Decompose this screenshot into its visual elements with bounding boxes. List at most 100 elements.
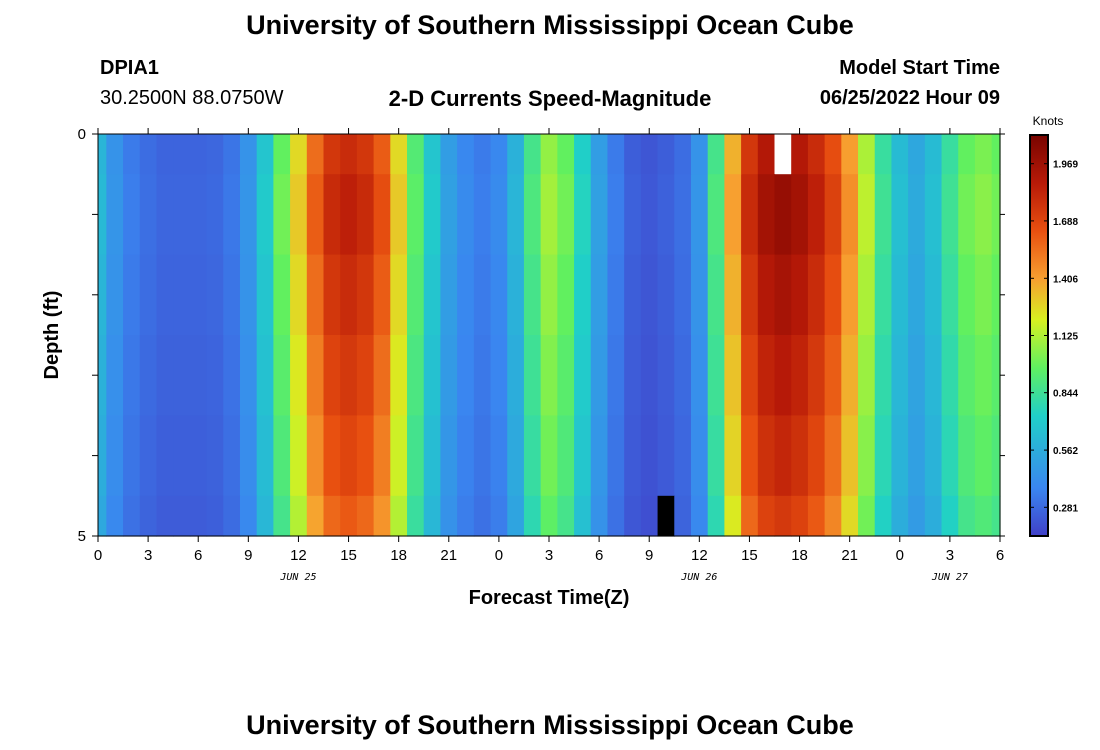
heatmap-cell [707,254,725,336]
heatmap-cell [457,495,475,537]
x-tick-label: 21 [841,547,858,564]
heatmap-cell [239,335,258,416]
heatmap-cell [323,335,341,416]
heatmap-cell [390,134,408,175]
heatmap-cell [707,134,725,175]
heatmap-cell [590,134,609,175]
heatmap-cell [774,174,792,256]
heatmap-cell [189,174,208,256]
heatmap-cell [239,174,258,256]
x-tick-label: 0 [94,547,102,564]
heatmap-cell [757,254,776,336]
heatmap-cell [724,254,742,336]
heatmap-cell [290,495,308,537]
heatmap-cell [123,415,141,497]
heatmap-cell [924,415,943,497]
heatmap-cell [290,415,308,497]
station-id: DPIA1 [100,57,159,79]
heatmap-cell [98,174,107,256]
heatmap-cell [356,335,375,416]
heatmap-cell [657,254,675,336]
heatmap-cell [239,254,258,336]
heatmap-cell [356,495,375,537]
heatmap-cell [991,134,1001,175]
heatmap-cell [807,415,826,497]
x-tick-label: 15 [741,547,758,564]
heatmap-cell [323,174,341,256]
heatmap-cell [924,134,943,175]
heatmap-cell [423,134,442,175]
heatmap-cell [106,134,124,175]
heatmap-cell [690,415,709,497]
heatmap-cell [807,335,826,416]
heatmap-cell [757,415,776,497]
heatmap-cell [724,335,742,416]
heatmap-cell [774,495,792,537]
heatmap-cell [757,335,776,416]
x-tick-label: 6 [595,547,603,564]
y-tick-label: 0 [78,126,86,143]
heatmap-cell [858,335,876,416]
heatmap-cell [841,335,859,416]
heatmap-cell [173,134,191,175]
heatmap-cell [239,415,258,497]
heatmap-cell [239,495,258,537]
heatmap-cell [156,134,174,175]
chart-title: 2-D Currents Speed-Magnitude [388,86,712,111]
heatmap-cell [724,495,742,537]
heatmap-cell [557,335,575,416]
heatmap-cell [306,415,325,497]
x-tick-label: 12 [691,547,708,564]
heatmap-cell [724,174,742,256]
page-title: University of Southern Mississippi Ocean… [246,10,854,40]
heatmap-cell [206,174,224,256]
heatmap-cell [807,174,826,256]
heatmap-cell [690,335,709,416]
heatmap-cell [457,134,475,175]
heatmap-cell [607,415,625,497]
heatmap-cell [657,335,675,416]
heatmap-cell [356,254,375,336]
heatmap-cell [390,415,408,497]
heatmap-cell [390,174,408,256]
heatmap-cell [189,134,208,175]
heatmap-cell [223,495,241,537]
x-tick-label: 3 [946,547,954,564]
heatmap-cell [657,174,675,256]
heatmap-cell [807,134,826,175]
heatmap-cell [741,174,759,256]
heatmap-cell [624,495,642,537]
heatmap-cell [106,174,124,256]
heatmap-cell [490,254,508,336]
heatmap-cell [507,134,525,175]
heatmap-cell [273,335,291,416]
heatmap-cell [874,415,893,497]
heatmap-cell [640,495,659,537]
heatmap-cell [908,415,926,497]
x-tick-label: 0 [495,547,503,564]
heatmap-cell [807,254,826,336]
heatmap-cell [824,415,842,497]
heatmap-cell [858,174,876,256]
heatmap-cell [590,174,609,256]
heatmap-cell [356,174,375,256]
heatmap-cell [173,495,191,537]
heatmap-cell [974,254,993,336]
heatmap-cell [356,134,375,175]
heatmap-cell [373,335,391,416]
heatmap-cell [106,415,124,497]
heatmap-cell [841,254,859,336]
colorbar: 1.969 1.688 1.406 1.125 0.844 0.562 0.281 [1029,134,1078,537]
heatmap-cell [407,174,425,256]
heatmap-cell [323,495,341,537]
heatmap-cell [724,415,742,497]
heatmap-cell [407,495,425,537]
heatmap-cell [607,174,625,256]
heatmap-cell [123,134,141,175]
colorbar-tick-label: 0.844 [1053,389,1078,400]
heatmap-cell [473,495,492,537]
heatmap-cell [256,254,274,336]
heatmap-cell [373,254,391,336]
heatmap-cell [607,335,625,416]
